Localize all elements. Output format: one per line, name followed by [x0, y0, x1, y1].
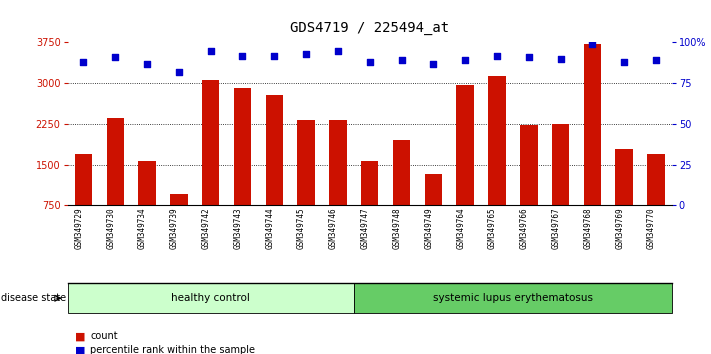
Point	[491, 53, 503, 58]
Bar	[107, 119, 124, 246]
Text: ■: ■	[75, 331, 85, 341]
Point	[173, 69, 185, 75]
Point	[237, 53, 248, 58]
Point	[332, 48, 343, 53]
Point	[364, 59, 375, 65]
Text: GSM349770: GSM349770	[647, 208, 656, 249]
Bar	[265, 95, 283, 246]
Bar	[552, 125, 570, 246]
Bar	[329, 120, 347, 246]
Point	[141, 61, 153, 67]
Text: GSM349747: GSM349747	[360, 208, 370, 249]
Bar	[647, 154, 665, 246]
Text: healthy control: healthy control	[171, 293, 250, 303]
Bar	[75, 154, 92, 246]
Bar	[354, 283, 672, 313]
Point	[651, 58, 662, 63]
Point	[459, 58, 471, 63]
Text: GSM349742: GSM349742	[202, 208, 210, 249]
Bar	[488, 76, 506, 246]
Text: GSM349749: GSM349749	[424, 208, 433, 249]
Point	[523, 54, 535, 60]
Bar	[68, 283, 354, 313]
Bar	[139, 161, 156, 246]
Text: GSM349745: GSM349745	[297, 208, 306, 249]
Bar	[361, 161, 378, 246]
Text: GSM349748: GSM349748	[392, 208, 402, 249]
Point	[427, 61, 439, 67]
Point	[587, 41, 598, 47]
Point	[301, 51, 312, 57]
Text: GSM349734: GSM349734	[138, 208, 147, 249]
Bar	[392, 140, 410, 246]
Point	[205, 48, 216, 53]
Text: GSM349764: GSM349764	[456, 208, 465, 249]
Text: GSM349767: GSM349767	[552, 208, 560, 249]
Bar	[616, 149, 633, 246]
Point	[109, 54, 121, 60]
Text: GSM349744: GSM349744	[265, 208, 274, 249]
Text: disease state: disease state	[1, 293, 67, 303]
Text: GSM349765: GSM349765	[488, 208, 497, 249]
Point	[619, 59, 630, 65]
Bar	[170, 194, 188, 246]
Point	[396, 58, 407, 63]
Text: systemic lupus erythematosus: systemic lupus erythematosus	[433, 293, 593, 303]
Text: GSM349769: GSM349769	[615, 208, 624, 249]
Text: ■: ■	[75, 346, 85, 354]
Text: GSM349746: GSM349746	[329, 208, 338, 249]
Text: count: count	[90, 331, 118, 341]
Point	[269, 53, 280, 58]
Text: GSM349768: GSM349768	[583, 208, 592, 249]
Bar	[584, 44, 601, 246]
Point	[555, 56, 566, 62]
Text: GDS4719 / 225494_at: GDS4719 / 225494_at	[290, 21, 449, 35]
Text: GSM349743: GSM349743	[233, 208, 242, 249]
Point	[77, 59, 89, 65]
Text: GSM349739: GSM349739	[170, 208, 179, 249]
Bar	[520, 125, 538, 246]
Bar	[297, 120, 315, 246]
Bar	[234, 87, 251, 246]
Text: GSM349766: GSM349766	[520, 208, 529, 249]
Text: GSM349729: GSM349729	[75, 208, 83, 249]
Bar	[456, 85, 474, 246]
Bar	[202, 80, 220, 246]
Text: percentile rank within the sample: percentile rank within the sample	[90, 346, 255, 354]
Bar	[424, 175, 442, 246]
Text: GSM349730: GSM349730	[106, 208, 115, 249]
